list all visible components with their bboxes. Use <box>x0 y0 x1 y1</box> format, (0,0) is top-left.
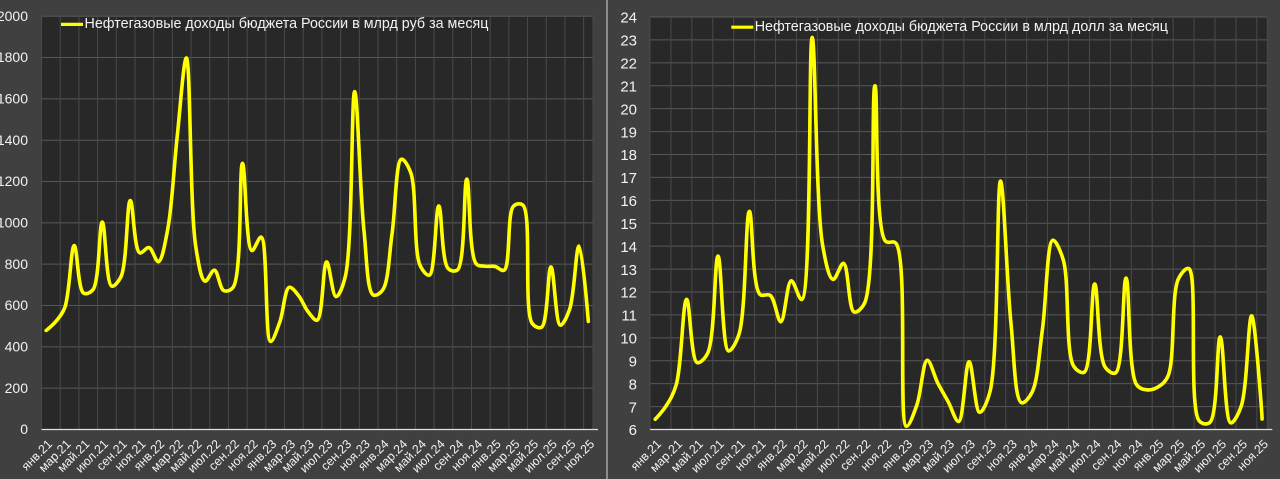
svg-text:17: 17 <box>620 170 637 187</box>
svg-text:12: 12 <box>620 285 637 302</box>
svg-text:23: 23 <box>620 33 637 50</box>
svg-text:800: 800 <box>5 256 29 272</box>
svg-text:19: 19 <box>620 124 637 141</box>
svg-text:18: 18 <box>620 147 637 164</box>
svg-text:6: 6 <box>629 422 637 439</box>
svg-text:Нефтегазовые доходы бюджета Ро: Нефтегазовые доходы бюджета России в млр… <box>755 19 1168 35</box>
svg-text:1600: 1600 <box>0 91 28 107</box>
svg-text:Нефтегазовые доходы бюджета Ро: Нефтегазовые доходы бюджета России в млр… <box>85 16 489 32</box>
svg-text:1800: 1800 <box>0 49 28 65</box>
svg-text:11: 11 <box>621 308 637 325</box>
svg-text:22: 22 <box>620 56 637 73</box>
svg-text:600: 600 <box>5 297 29 313</box>
svg-text:200: 200 <box>5 380 29 396</box>
svg-text:0: 0 <box>20 421 28 437</box>
svg-text:20: 20 <box>620 101 637 118</box>
svg-text:7: 7 <box>629 399 637 416</box>
svg-text:10: 10 <box>620 331 637 348</box>
svg-text:1200: 1200 <box>0 173 28 189</box>
svg-text:14: 14 <box>620 239 637 256</box>
svg-text:15: 15 <box>620 216 637 233</box>
svg-text:16: 16 <box>620 193 637 210</box>
svg-text:24: 24 <box>620 10 637 27</box>
svg-text:13: 13 <box>620 262 637 279</box>
svg-text:8: 8 <box>629 376 637 393</box>
svg-text:2000: 2000 <box>0 8 28 24</box>
svg-text:1000: 1000 <box>0 215 28 231</box>
svg-text:9: 9 <box>629 353 637 370</box>
svg-text:400: 400 <box>5 339 29 355</box>
svg-text:21: 21 <box>620 78 637 95</box>
svg-text:1400: 1400 <box>0 132 28 148</box>
